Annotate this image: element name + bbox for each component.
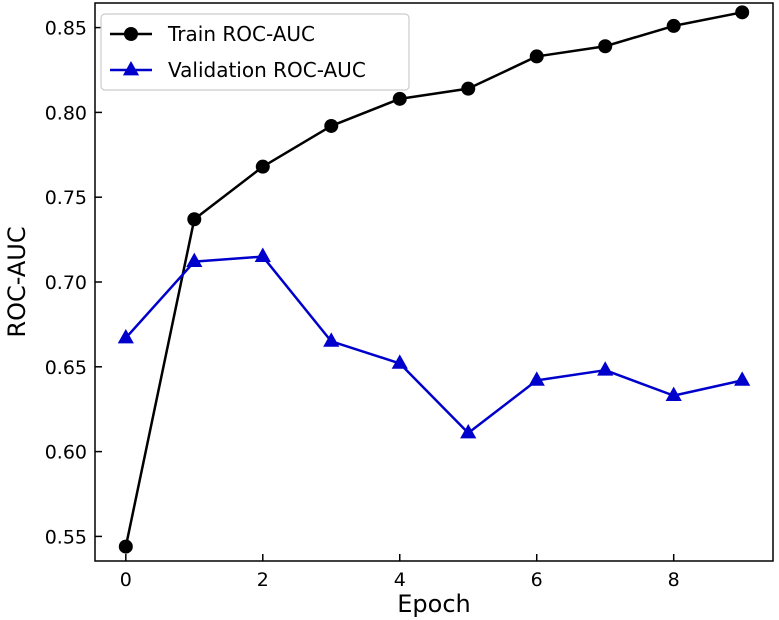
train-data-point (187, 212, 202, 227)
x-tick-label: 2 (257, 569, 269, 591)
train-data-point (461, 81, 476, 96)
legend-label-1: Validation ROC-AUC (168, 58, 366, 82)
legend-box (100, 13, 410, 91)
x-tick-label: 6 (531, 569, 543, 591)
plot-lines (124, 11, 743, 547)
y-axis-label: ROC-AUC (3, 226, 31, 337)
validation-data-point (460, 423, 477, 439)
validation-data-point (597, 361, 614, 376)
y-tick-label: 0.85 (45, 18, 87, 40)
validation-data-point (323, 332, 340, 347)
y-tick-label: 0.60 (45, 442, 87, 464)
train-data-point (735, 5, 750, 20)
y-tick-label: 0.80 (45, 102, 87, 124)
validation-data-point (117, 328, 134, 344)
y-tick-label: 0.65 (45, 357, 87, 379)
train-data-point (598, 39, 613, 54)
train-data-point (392, 91, 407, 106)
validation-data-point (528, 371, 545, 386)
validation-data-point (186, 252, 203, 268)
series-line-0 (124, 11, 743, 547)
y-tick-label: 0.70 (45, 272, 87, 294)
x-axis-label: Epoch (397, 590, 471, 618)
train-data-point (666, 18, 681, 33)
y-axis-ticks: 0.55 0.60 0.65 0.70 0.75 0.80 0.85 (45, 18, 102, 548)
y-tick-label: 0.75 (45, 187, 87, 209)
train-data-point (529, 49, 544, 64)
validation-data-point (734, 371, 751, 386)
legend-marker-triangle (122, 61, 140, 76)
x-axis-ticks: 0 2 4 6 8 (120, 554, 680, 591)
legend: Train ROC-AUC Validation ROC-AUC (100, 13, 410, 91)
train-data-point (324, 118, 339, 133)
validation-data-point (665, 386, 682, 402)
train-data-point (118, 539, 133, 554)
x-tick-label: 0 (120, 569, 132, 591)
x-tick-label: 4 (394, 569, 406, 591)
y-tick-label: 0.55 (45, 526, 87, 548)
series-line-1 (124, 255, 743, 435)
legend-marker-circle (124, 27, 138, 41)
legend-label-0: Train ROC-AUC (167, 22, 315, 46)
plot-markers (117, 5, 751, 554)
validation-data-point (254, 247, 271, 262)
x-tick-label: 8 (668, 569, 680, 591)
validation-data-point (391, 354, 408, 369)
train-data-point (255, 159, 270, 174)
